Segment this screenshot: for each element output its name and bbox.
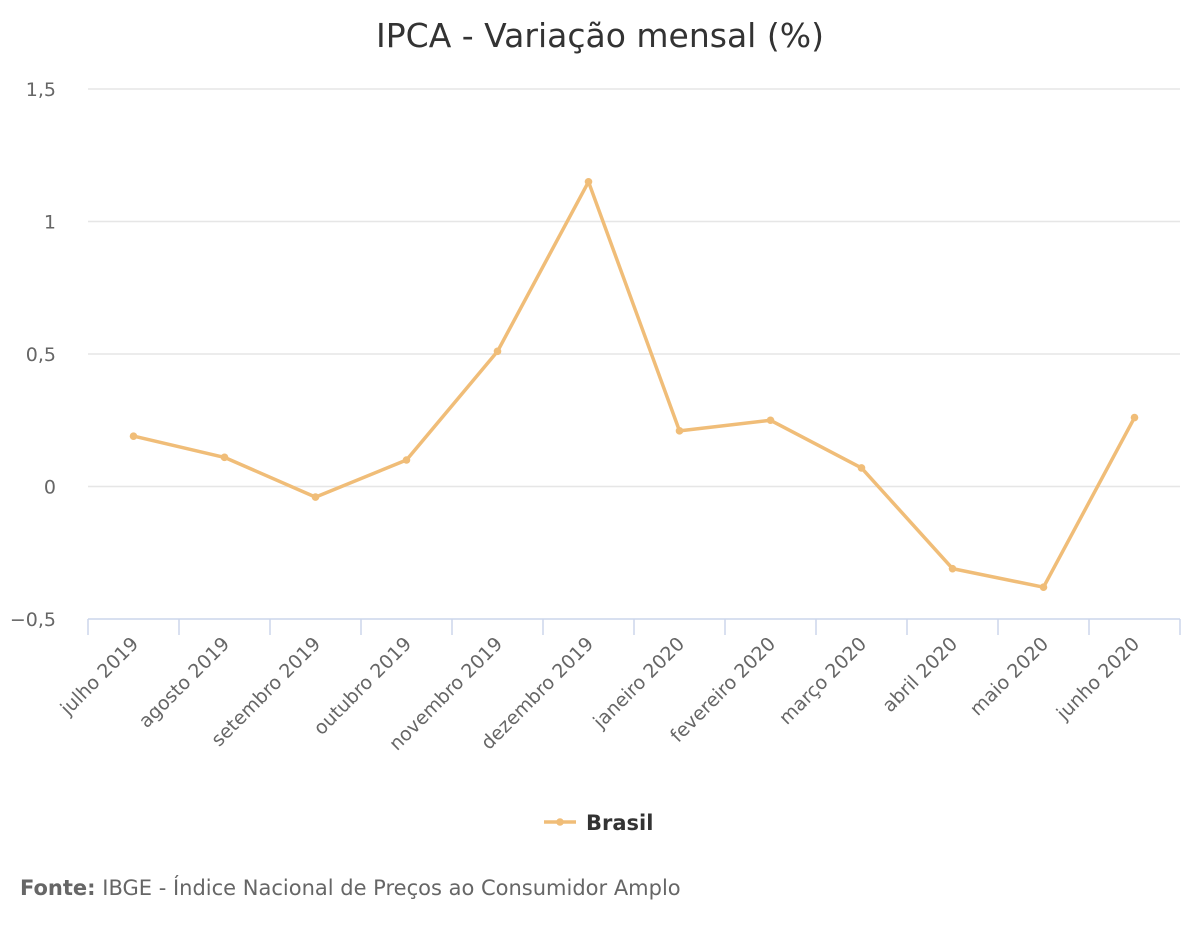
source-note: Fonte: IBGE - Índice Nacional de Preços … [20,876,681,900]
x-tick-label: agosto 2019 [135,633,234,732]
chart: IPCA - Variação mensal (%) −0,500,511,5 … [10,16,1181,835]
legend-marker-symbol [556,818,564,826]
series-layer [129,177,1139,591]
data-point[interactable] [766,416,775,425]
x-tick-label: janeiro 2020 [588,633,689,734]
data-point[interactable] [402,456,411,464]
y-axis: −0,5 0 0,5 1 1,5 [10,79,56,631]
data-point[interactable] [584,177,593,186]
data-point[interactable] [493,347,502,356]
y-tick-label: 1,5 [26,79,56,101]
x-tick-label: julho 2019 [56,633,143,720]
legend-label[interactable]: Brasil [586,811,653,835]
y-tick-label: 0 [44,477,56,499]
x-tick-label: junho 2020 [1052,633,1144,725]
data-point[interactable] [220,453,229,462]
chart-title: IPCA - Variação mensal (%) [376,16,824,55]
data-point[interactable] [675,427,684,435]
x-tick-label: maio 2020 [966,633,1053,720]
data-point[interactable] [311,493,320,501]
y-tick-label: 0,5 [26,344,56,366]
data-point[interactable] [1130,413,1139,422]
x-tick-label: abril 2020 [878,633,962,717]
legend[interactable]: Brasil [544,811,653,835]
data-point[interactable] [857,464,866,472]
y-tick-label: −0,5 [10,609,56,631]
data-point[interactable] [948,564,957,573]
x-tick-label: março 2020 [775,633,871,729]
source-label: Fonte: [20,876,96,900]
data-point[interactable] [1039,583,1048,591]
grid [88,88,1180,488]
y-tick-label: 1 [44,212,56,234]
series-line [131,180,1137,589]
source-text: IBGE - Índice Nacional de Preços ao Cons… [102,876,681,900]
data-point[interactable] [129,432,138,440]
